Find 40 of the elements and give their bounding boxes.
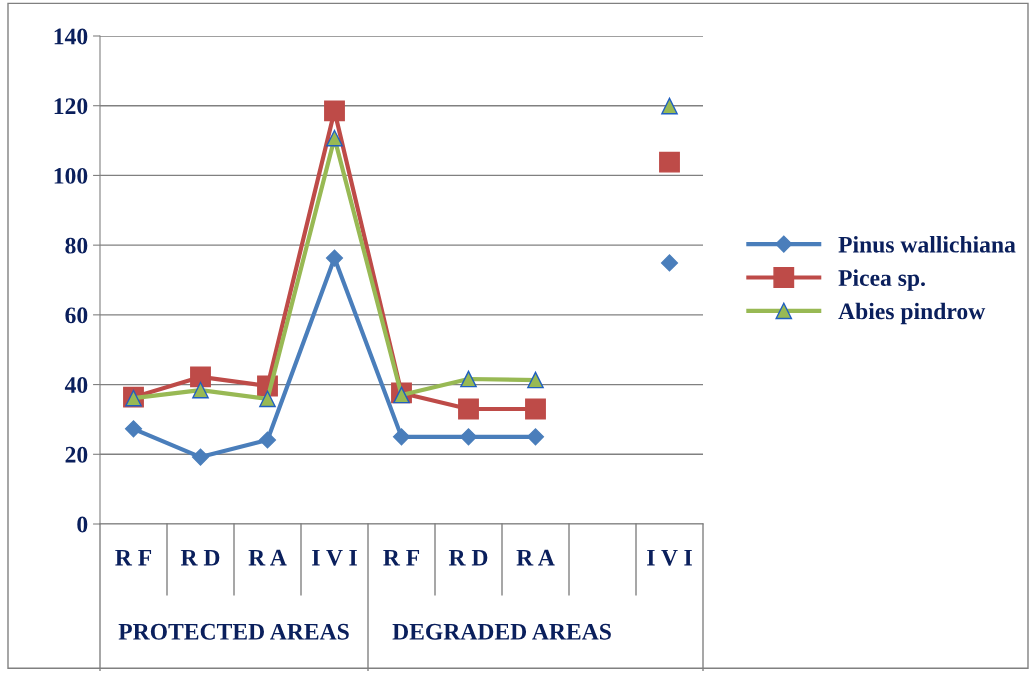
point (458, 398, 479, 420)
x-tick-label: R A (248, 549, 287, 566)
x-tick-label: I V I (647, 549, 692, 566)
point (526, 428, 545, 446)
legend-label: Pinus wallichiana (838, 236, 1016, 253)
text: PROTECTED AREAS (118, 623, 349, 640)
point (259, 390, 276, 408)
legend-label: Abies pindrow (838, 302, 986, 325)
point (192, 381, 209, 399)
point (325, 249, 344, 267)
x-tick-label: R A (516, 549, 555, 566)
y-tick-label: 40 (64, 377, 88, 393)
y-tick-label: 80 (65, 237, 88, 254)
point (324, 100, 345, 122)
y-tick-label: 20 (65, 446, 88, 463)
point (326, 129, 343, 147)
point (124, 420, 143, 438)
x-tick-label: R F (383, 549, 420, 566)
x-tick-label: R F (115, 549, 152, 566)
point (258, 431, 277, 449)
point (660, 254, 679, 272)
y-tick-label: 0 (77, 516, 88, 533)
x-tick-label: R D (448, 549, 488, 566)
y-tick-label: 100 (54, 167, 88, 184)
point (460, 370, 477, 388)
point (191, 448, 210, 466)
point (459, 428, 478, 446)
y-tick-label: 60 (65, 307, 88, 324)
point (525, 398, 546, 420)
text: DEGRADED AREAS (392, 623, 611, 640)
point (527, 371, 544, 389)
point (392, 428, 411, 446)
x-tick-label: I V I (312, 549, 357, 566)
point (659, 151, 680, 173)
x-tick-label: R D (180, 549, 220, 566)
point (661, 97, 678, 115)
legend-label: Picea sp. (838, 269, 925, 291)
y-tick-label: 140 (54, 28, 88, 45)
y-tick-label: 120 (54, 98, 88, 115)
point (190, 366, 211, 388)
